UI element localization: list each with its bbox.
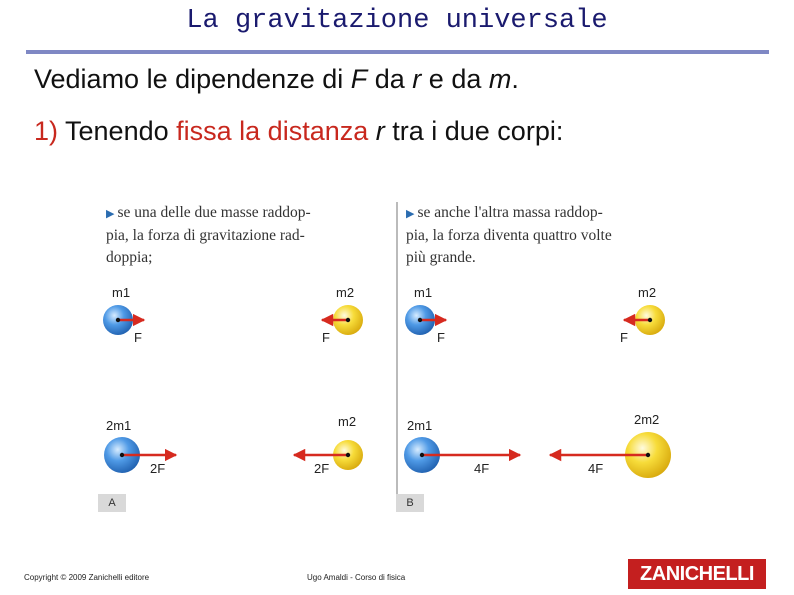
intro-text-b: da bbox=[367, 64, 413, 94]
label-a-bottom-m2: m2 bbox=[338, 414, 357, 429]
footer-course: Ugo Amaldi - Corso di fisica bbox=[307, 573, 406, 582]
point-one-line: 1) Tenendo fissa la distanza r tra i due… bbox=[34, 116, 563, 147]
zanichelli-logo: ZANICHELLI bbox=[628, 559, 766, 589]
point-var-r: r bbox=[375, 116, 385, 146]
caption-b-line-3: più grande. bbox=[406, 249, 476, 266]
label-b-top-force-left: F bbox=[437, 330, 445, 345]
label-b-top-force-right: F bbox=[620, 330, 628, 345]
caption-b: ▶ se anche l'altra massa raddop- pia, la … bbox=[406, 202, 696, 269]
intro-text-a: Vediamo le dipendenze di bbox=[34, 64, 351, 94]
title-underline bbox=[26, 50, 769, 54]
point-text-a: Tenendo bbox=[58, 116, 177, 146]
caption-a-line-3: doppia; bbox=[106, 249, 153, 266]
label-b-bottom-2m1: 2m1 bbox=[407, 418, 433, 433]
label-a-top-force-right: F bbox=[322, 330, 330, 345]
label-a-top-force-left: F bbox=[134, 330, 142, 345]
label-b-bottom-2m2: 2m2 bbox=[634, 412, 660, 427]
caption-b-line-1: se anche l'altra massa raddop- bbox=[417, 204, 603, 221]
caption-a-line-1: se una delle due masse raddop- bbox=[117, 204, 311, 221]
footer-copyright: Copyright © 2009 Zanichelli editore bbox=[24, 573, 150, 582]
intro-text-d: . bbox=[511, 64, 519, 94]
intro-var-m: m bbox=[488, 64, 512, 94]
slide-title: La gravitazione universale bbox=[186, 6, 608, 36]
intro-var-f: F bbox=[350, 64, 368, 94]
caption-bullet-icon: ▶ bbox=[406, 208, 415, 220]
label-a-bottom-force-right: 2F bbox=[314, 461, 330, 476]
caption-b-line-2: pia, la forza diventa quattro volte bbox=[406, 227, 612, 244]
figure-drawing bbox=[103, 202, 671, 510]
point-text-b: tra i due corpi: bbox=[384, 116, 564, 146]
intro-text-c: e da bbox=[421, 64, 489, 94]
gravitation-figure: ▶ se una delle due masse raddop- pia, la … bbox=[98, 192, 698, 514]
point-highlight: fissa la distanza bbox=[176, 116, 376, 146]
label-a-top-m2: m2 bbox=[336, 285, 355, 300]
panel-tag-b: B bbox=[396, 494, 424, 512]
caption-a-line-2: pia, la forza di gravitazione rad- bbox=[106, 227, 305, 244]
label-a-bottom-force-left: 2F bbox=[150, 461, 166, 476]
point-number: 1) bbox=[34, 116, 59, 146]
panel-tag-a: A bbox=[98, 494, 126, 512]
label-b-top-m2: m2 bbox=[638, 285, 657, 300]
caption-a: ▶ se una delle due masse raddop- pia, la … bbox=[106, 202, 386, 269]
label-b-bottom-force-left: 4F bbox=[474, 461, 490, 476]
intro-line: Vediamo le dipendenze di F da r e da m. bbox=[34, 64, 519, 95]
label-a-bottom-2m1: 2m1 bbox=[106, 418, 132, 433]
label-a-top-m1: m1 bbox=[112, 285, 131, 300]
intro-var-r: r bbox=[412, 64, 422, 94]
label-b-bottom-force-right: 4F bbox=[588, 461, 604, 476]
caption-bullet-icon: ▶ bbox=[106, 208, 115, 220]
label-b-top-m1: m1 bbox=[414, 285, 433, 300]
